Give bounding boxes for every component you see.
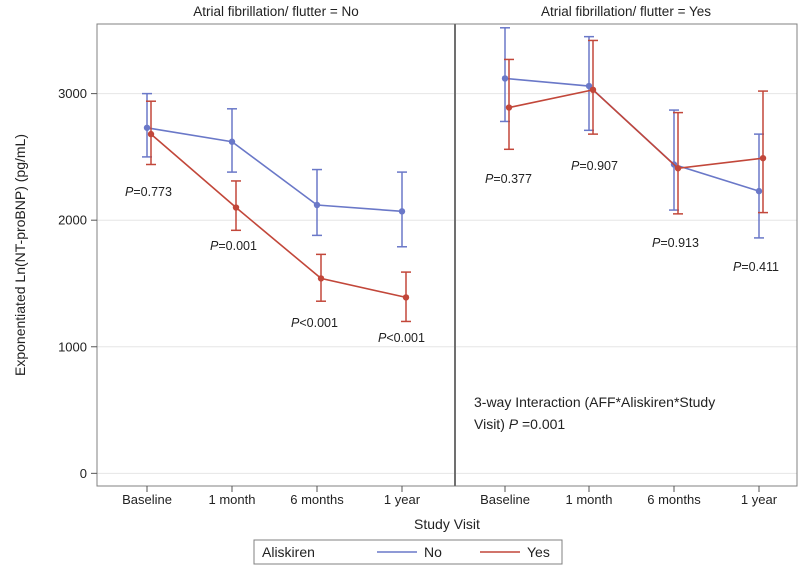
data-point — [232, 204, 240, 211]
p-value-label: P<0.001 — [378, 331, 425, 345]
data-point — [501, 75, 509, 82]
x-tick-label: 1 month — [209, 492, 256, 507]
x-tick-label: 1 month — [566, 492, 613, 507]
p-value-label: P=0.377 — [485, 172, 532, 186]
y-tick-label: 3000 — [58, 86, 87, 101]
legend-label-no: No — [424, 544, 442, 560]
gridlines — [97, 93, 797, 474]
x-tick-label: Baseline — [122, 492, 172, 507]
interaction-annotation-line1: 3-way Interaction (AFF*Aliskiren*Study — [474, 394, 715, 410]
data-point — [228, 138, 236, 145]
y-tick-label: 2000 — [58, 213, 87, 228]
x-tick-label: 1 year — [741, 492, 778, 507]
series-line-yes — [508, 88, 764, 170]
data-point — [143, 124, 151, 131]
plot-frame — [96, 23, 798, 487]
data-point — [402, 294, 410, 301]
data-point — [674, 165, 682, 172]
series-line-no — [504, 77, 760, 192]
x-tick-label: Baseline — [480, 492, 530, 507]
data-point — [313, 201, 321, 209]
series-line-yes — [150, 133, 407, 299]
p-value-label: P<0.001 — [291, 316, 338, 330]
x-axis-label: Study Visit — [414, 516, 480, 532]
x-tick-label: 6 months — [647, 492, 701, 507]
data-point — [755, 187, 763, 195]
p-value-label: P=0.411 — [733, 260, 779, 274]
x-tick-label: 1 year — [384, 492, 421, 507]
p-value-label: P=0.913 — [652, 236, 699, 250]
legend: Aliskiren No Yes — [253, 539, 563, 565]
x-tick-label: 6 months — [290, 492, 344, 507]
data-point — [505, 104, 513, 111]
data-point — [317, 275, 325, 282]
y-axis-label: Exponentiated Ln(NT-proBNP) (pg/mL) — [12, 134, 28, 376]
series-line-no — [146, 127, 403, 213]
axes: 0 1000 2000 3000 Baseline 1 month 6 months 1 ye… — [58, 86, 778, 507]
y-tick-label: 1000 — [58, 339, 87, 354]
data-point — [759, 154, 767, 162]
labels: Atrial fibrillation/ flutter = No Atrial … — [12, 4, 779, 532]
legend-label-yes: Yes — [527, 544, 550, 560]
panel-title: Atrial fibrillation/ flutter = No — [193, 4, 358, 19]
p-value-label: P=0.773 — [125, 185, 172, 199]
interaction-annotation-line2: Visit) P =0.001 — [474, 416, 565, 432]
data-point — [398, 208, 406, 215]
legend-title: Aliskiren — [262, 544, 315, 560]
y-tick-label: 0 — [80, 466, 87, 481]
panel-title: Atrial fibrillation/ flutter = Yes — [541, 4, 711, 19]
data-point — [147, 130, 155, 138]
series — [142, 27, 768, 323]
data-point — [589, 86, 597, 94]
data-point — [585, 82, 593, 90]
p-value-label: P=0.001 — [210, 239, 257, 253]
p-value-label: P=0.907 — [571, 159, 618, 173]
